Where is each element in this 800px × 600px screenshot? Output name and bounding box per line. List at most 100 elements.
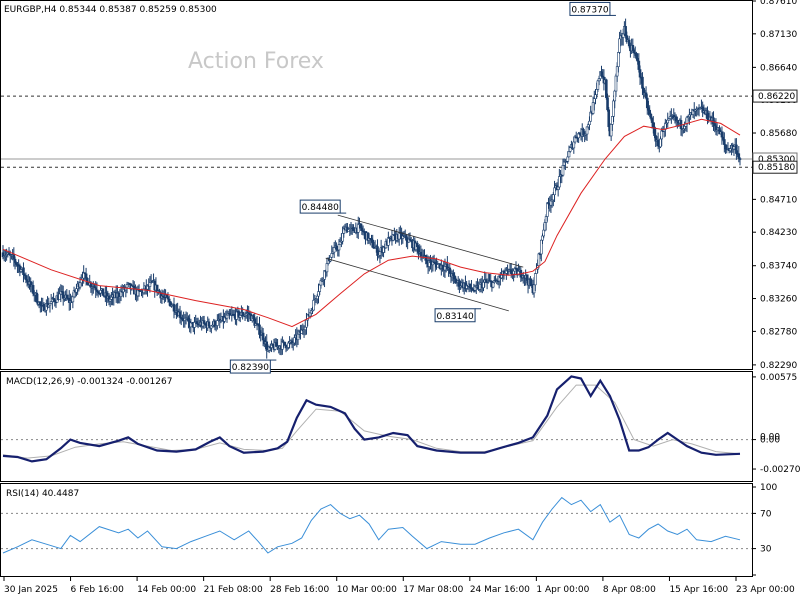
candle-body xyxy=(359,223,362,229)
candle-body xyxy=(318,284,322,292)
candle-body xyxy=(544,216,548,223)
y-tick-label: 0.82780 xyxy=(760,327,797,337)
candle-body xyxy=(195,321,199,325)
candle-body xyxy=(596,80,600,90)
candle-body xyxy=(535,268,538,274)
candle-body xyxy=(533,273,537,286)
macd-tick-label: -0.002702 xyxy=(760,465,800,475)
candle-body xyxy=(293,337,296,344)
candle-body xyxy=(525,274,529,281)
candle-body xyxy=(71,296,75,303)
candle-body xyxy=(650,118,654,123)
hline-price-label: 0.85300 xyxy=(758,155,795,165)
candle-body xyxy=(539,239,543,255)
x-tick-label: 15 Apr 16:00 xyxy=(669,585,728,595)
candle-body xyxy=(207,321,211,327)
macd-signal-line xyxy=(2,384,741,459)
candle-body xyxy=(556,186,560,190)
candle-body xyxy=(31,285,35,294)
candle-body xyxy=(341,233,344,242)
candle-body xyxy=(303,326,307,331)
candle-body xyxy=(332,247,336,253)
annotation-box xyxy=(434,308,476,323)
x-tick-label: 10 Mar 00:00 xyxy=(337,585,397,595)
candle-body xyxy=(636,58,639,62)
x-tick-label: 24 Mar 16:00 xyxy=(470,585,530,595)
candle-body xyxy=(360,227,364,232)
x-tick-label: 17 Mar 08:00 xyxy=(403,585,463,595)
annotation-label: 0.83140 xyxy=(436,312,473,322)
candle-body xyxy=(615,66,619,77)
candle-body xyxy=(352,226,355,231)
candle-body xyxy=(532,284,536,294)
axis-group: 0.876100.871300.866400.861600.856800.852… xyxy=(3,0,800,595)
candle-body xyxy=(425,260,429,264)
candle-body xyxy=(148,282,152,287)
candle-body xyxy=(632,49,636,54)
candle-body xyxy=(24,275,28,280)
hline-price-label: 0.86220 xyxy=(758,92,795,102)
rsi-tick-label: 70 xyxy=(760,509,772,519)
candle-body xyxy=(588,120,591,126)
candle-body xyxy=(509,269,513,274)
candle-body xyxy=(645,97,649,109)
candle-body xyxy=(187,317,190,322)
moving-average-line xyxy=(2,118,741,328)
candle-body xyxy=(337,244,341,251)
candle-body xyxy=(612,100,615,117)
candle-body xyxy=(656,139,660,147)
candle-body xyxy=(591,102,595,114)
candle-body xyxy=(627,39,631,47)
candle-body xyxy=(35,292,39,303)
candle-body xyxy=(659,138,662,148)
main-panel-frame xyxy=(0,0,753,370)
candle-body xyxy=(613,90,617,102)
candle-body xyxy=(316,295,319,300)
candle-body xyxy=(491,282,495,288)
candle-body xyxy=(706,110,709,120)
macd-panel-frame xyxy=(0,371,753,482)
candle-body xyxy=(631,45,635,51)
candle-body xyxy=(252,315,255,320)
y-tick-label: 0.86640 xyxy=(760,63,797,73)
annotation-label: 0.87370 xyxy=(571,5,608,15)
x-tick-label: 28 Feb 16:00 xyxy=(270,585,329,595)
price-annotation: 0.83140 xyxy=(434,308,482,323)
candle-body xyxy=(283,341,287,346)
candle-body xyxy=(585,126,589,135)
candle-body xyxy=(609,124,613,137)
candle-body xyxy=(546,202,549,217)
candle-body xyxy=(287,342,290,348)
candle-body xyxy=(19,269,23,272)
candle-body xyxy=(265,341,269,351)
candle-body xyxy=(648,109,651,115)
candle-body xyxy=(22,267,25,275)
candle-body xyxy=(647,107,650,111)
macd-plot-group xyxy=(1,375,752,463)
candle-body xyxy=(721,136,725,140)
main-plot-group: 0.84480 0.82390 0.83140 0.87370 xyxy=(1,1,752,374)
candle-body xyxy=(317,291,320,297)
candle-body xyxy=(238,315,242,318)
macd-tick-label: 0.00 xyxy=(760,433,780,443)
candle-body xyxy=(595,89,598,95)
candle-body xyxy=(335,245,338,250)
annotation-box xyxy=(229,359,271,374)
candle-body xyxy=(356,223,360,233)
candle-body xyxy=(452,273,455,277)
candle-body xyxy=(453,275,456,280)
y-tick-label: 0.83260 xyxy=(760,295,797,305)
candle-body xyxy=(172,304,176,312)
macd-line xyxy=(2,375,741,463)
candle-body xyxy=(594,94,597,99)
candle-body xyxy=(258,324,261,335)
candle-body xyxy=(312,299,315,311)
candle-body xyxy=(621,33,625,38)
x-tick-label: 14 Feb 00:00 xyxy=(137,585,196,595)
candle-body xyxy=(600,71,603,77)
candle-body xyxy=(378,251,382,256)
price-annotation: 0.82390 xyxy=(229,359,277,374)
rsi-tick-label: 30 xyxy=(760,545,772,555)
candle-body xyxy=(724,144,727,150)
